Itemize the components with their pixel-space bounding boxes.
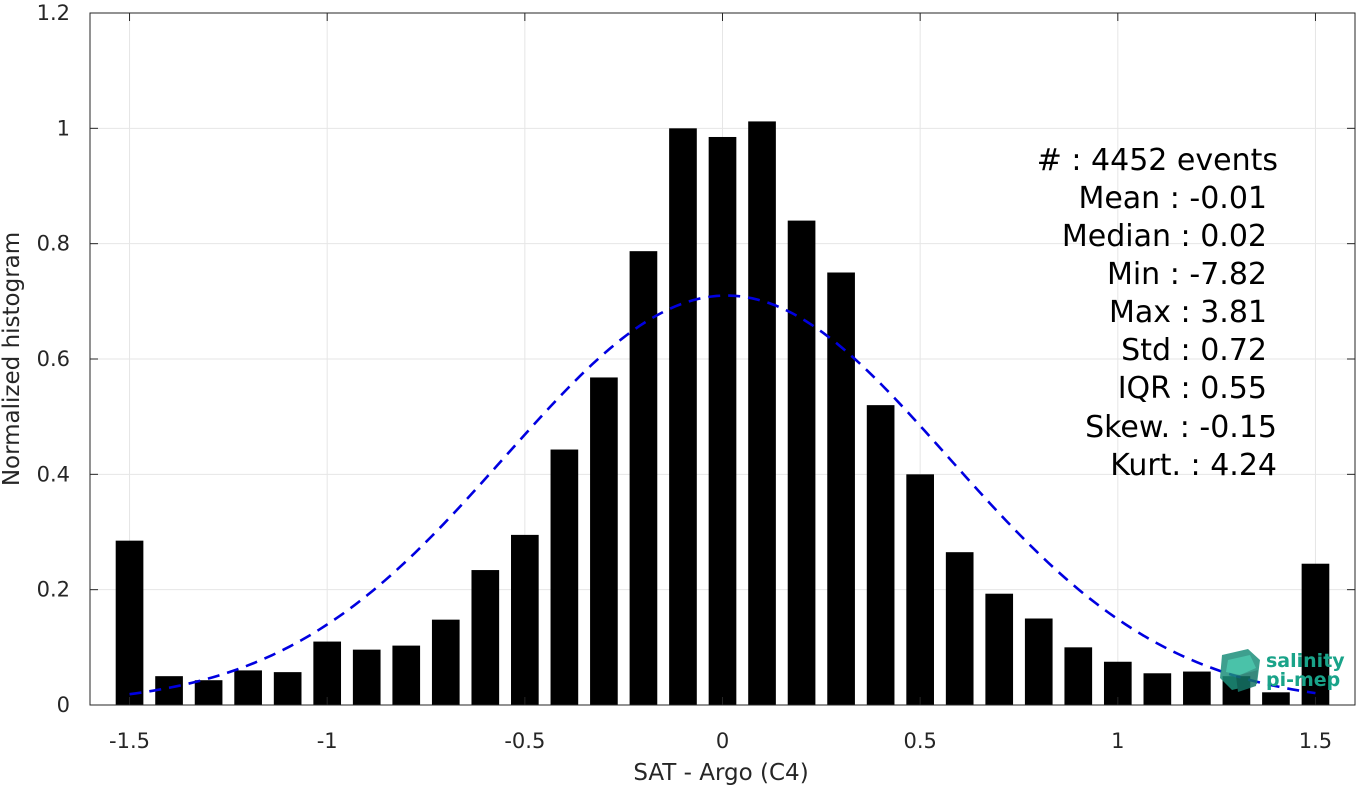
stat-max: Max : 3.81 bbox=[1109, 295, 1267, 330]
histogram-bar bbox=[115, 540, 144, 705]
x-tick-label: -1 bbox=[317, 729, 338, 753]
x-tick-label: 0.5 bbox=[903, 729, 936, 753]
histogram-bar bbox=[1143, 673, 1172, 705]
y-axis-label: Normalized histogram bbox=[0, 232, 25, 486]
histogram-bar bbox=[1024, 618, 1053, 705]
logo-mark-icon bbox=[1220, 649, 1260, 692]
y-tick-label: 0.6 bbox=[37, 347, 70, 371]
histogram-bar bbox=[471, 570, 500, 705]
histogram-bar bbox=[431, 619, 460, 705]
x-axis-label: SAT - Argo (C4) bbox=[633, 760, 808, 786]
x-tick-label: 1 bbox=[1111, 729, 1124, 753]
histogram-bar bbox=[590, 377, 618, 705]
y-tick-label: 0.8 bbox=[37, 232, 70, 256]
histogram-bar bbox=[511, 534, 539, 705]
gaussian-fit-curve bbox=[129, 294, 1316, 696]
histogram-bar bbox=[945, 552, 974, 705]
histogram-bar bbox=[1262, 692, 1290, 705]
y-tick-label: 0.4 bbox=[37, 462, 70, 486]
y-tick-label: 0.2 bbox=[37, 578, 70, 602]
stat-skew: Skew. : -0.15 bbox=[1085, 410, 1277, 445]
histogram-bar bbox=[866, 405, 895, 705]
histogram-bar bbox=[234, 670, 262, 705]
y-tick-label: 1 bbox=[57, 116, 70, 140]
histogram-bars bbox=[115, 121, 1330, 706]
stat-kurt: Kurt. : 4.24 bbox=[1110, 448, 1277, 483]
histogram-bar bbox=[392, 645, 421, 705]
x-tick-label: -1.5 bbox=[109, 729, 150, 753]
histogram-bar bbox=[1064, 647, 1093, 705]
histogram-bar bbox=[669, 128, 697, 706]
stat-events: # : 4452 events bbox=[1037, 143, 1278, 178]
x-tick-label: 0 bbox=[716, 729, 729, 753]
stats-annotation: # : 4452 events Mean : -0.01 Median : 0.… bbox=[1037, 143, 1278, 483]
histogram-bar bbox=[827, 272, 855, 705]
histogram-bar bbox=[629, 251, 658, 705]
stat-std: Std : 0.72 bbox=[1121, 333, 1267, 368]
histogram-bar bbox=[906, 474, 934, 705]
y-tick-label: 0 bbox=[57, 693, 70, 717]
histogram-bar bbox=[1301, 563, 1330, 705]
axis-ticks: -1.5 -1 -0.5 0 0.5 1 1.5 0 0.2 0.4 0.6 0.8 1 1.2 bbox=[37, 1, 1355, 753]
logo-text-line1: salinity bbox=[1266, 650, 1345, 672]
histogram-bar bbox=[748, 121, 776, 705]
histogram-bar bbox=[194, 680, 223, 705]
stat-iqr: IQR : 0.55 bbox=[1118, 371, 1267, 406]
x-tick-label: -0.5 bbox=[504, 729, 545, 753]
stat-min: Min : -7.82 bbox=[1107, 257, 1267, 292]
salinity-pimep-logo: salinity pi-mep bbox=[1220, 649, 1345, 692]
histogram-bar bbox=[708, 136, 737, 705]
logo-text-line2: pi-mep bbox=[1266, 669, 1340, 691]
histogram-bar bbox=[1183, 671, 1211, 705]
histogram-bar bbox=[550, 449, 579, 705]
y-tick-label: 1.2 bbox=[37, 1, 70, 25]
histogram-bar bbox=[273, 672, 302, 705]
histogram-bar bbox=[985, 593, 1014, 705]
histogram-bar bbox=[313, 641, 342, 705]
histogram-bar bbox=[787, 220, 816, 705]
stat-median: Median : 0.02 bbox=[1062, 219, 1267, 254]
histogram-bar bbox=[352, 649, 381, 705]
stat-mean: Mean : -0.01 bbox=[1078, 181, 1267, 216]
x-tick-label: 1.5 bbox=[1299, 729, 1332, 753]
